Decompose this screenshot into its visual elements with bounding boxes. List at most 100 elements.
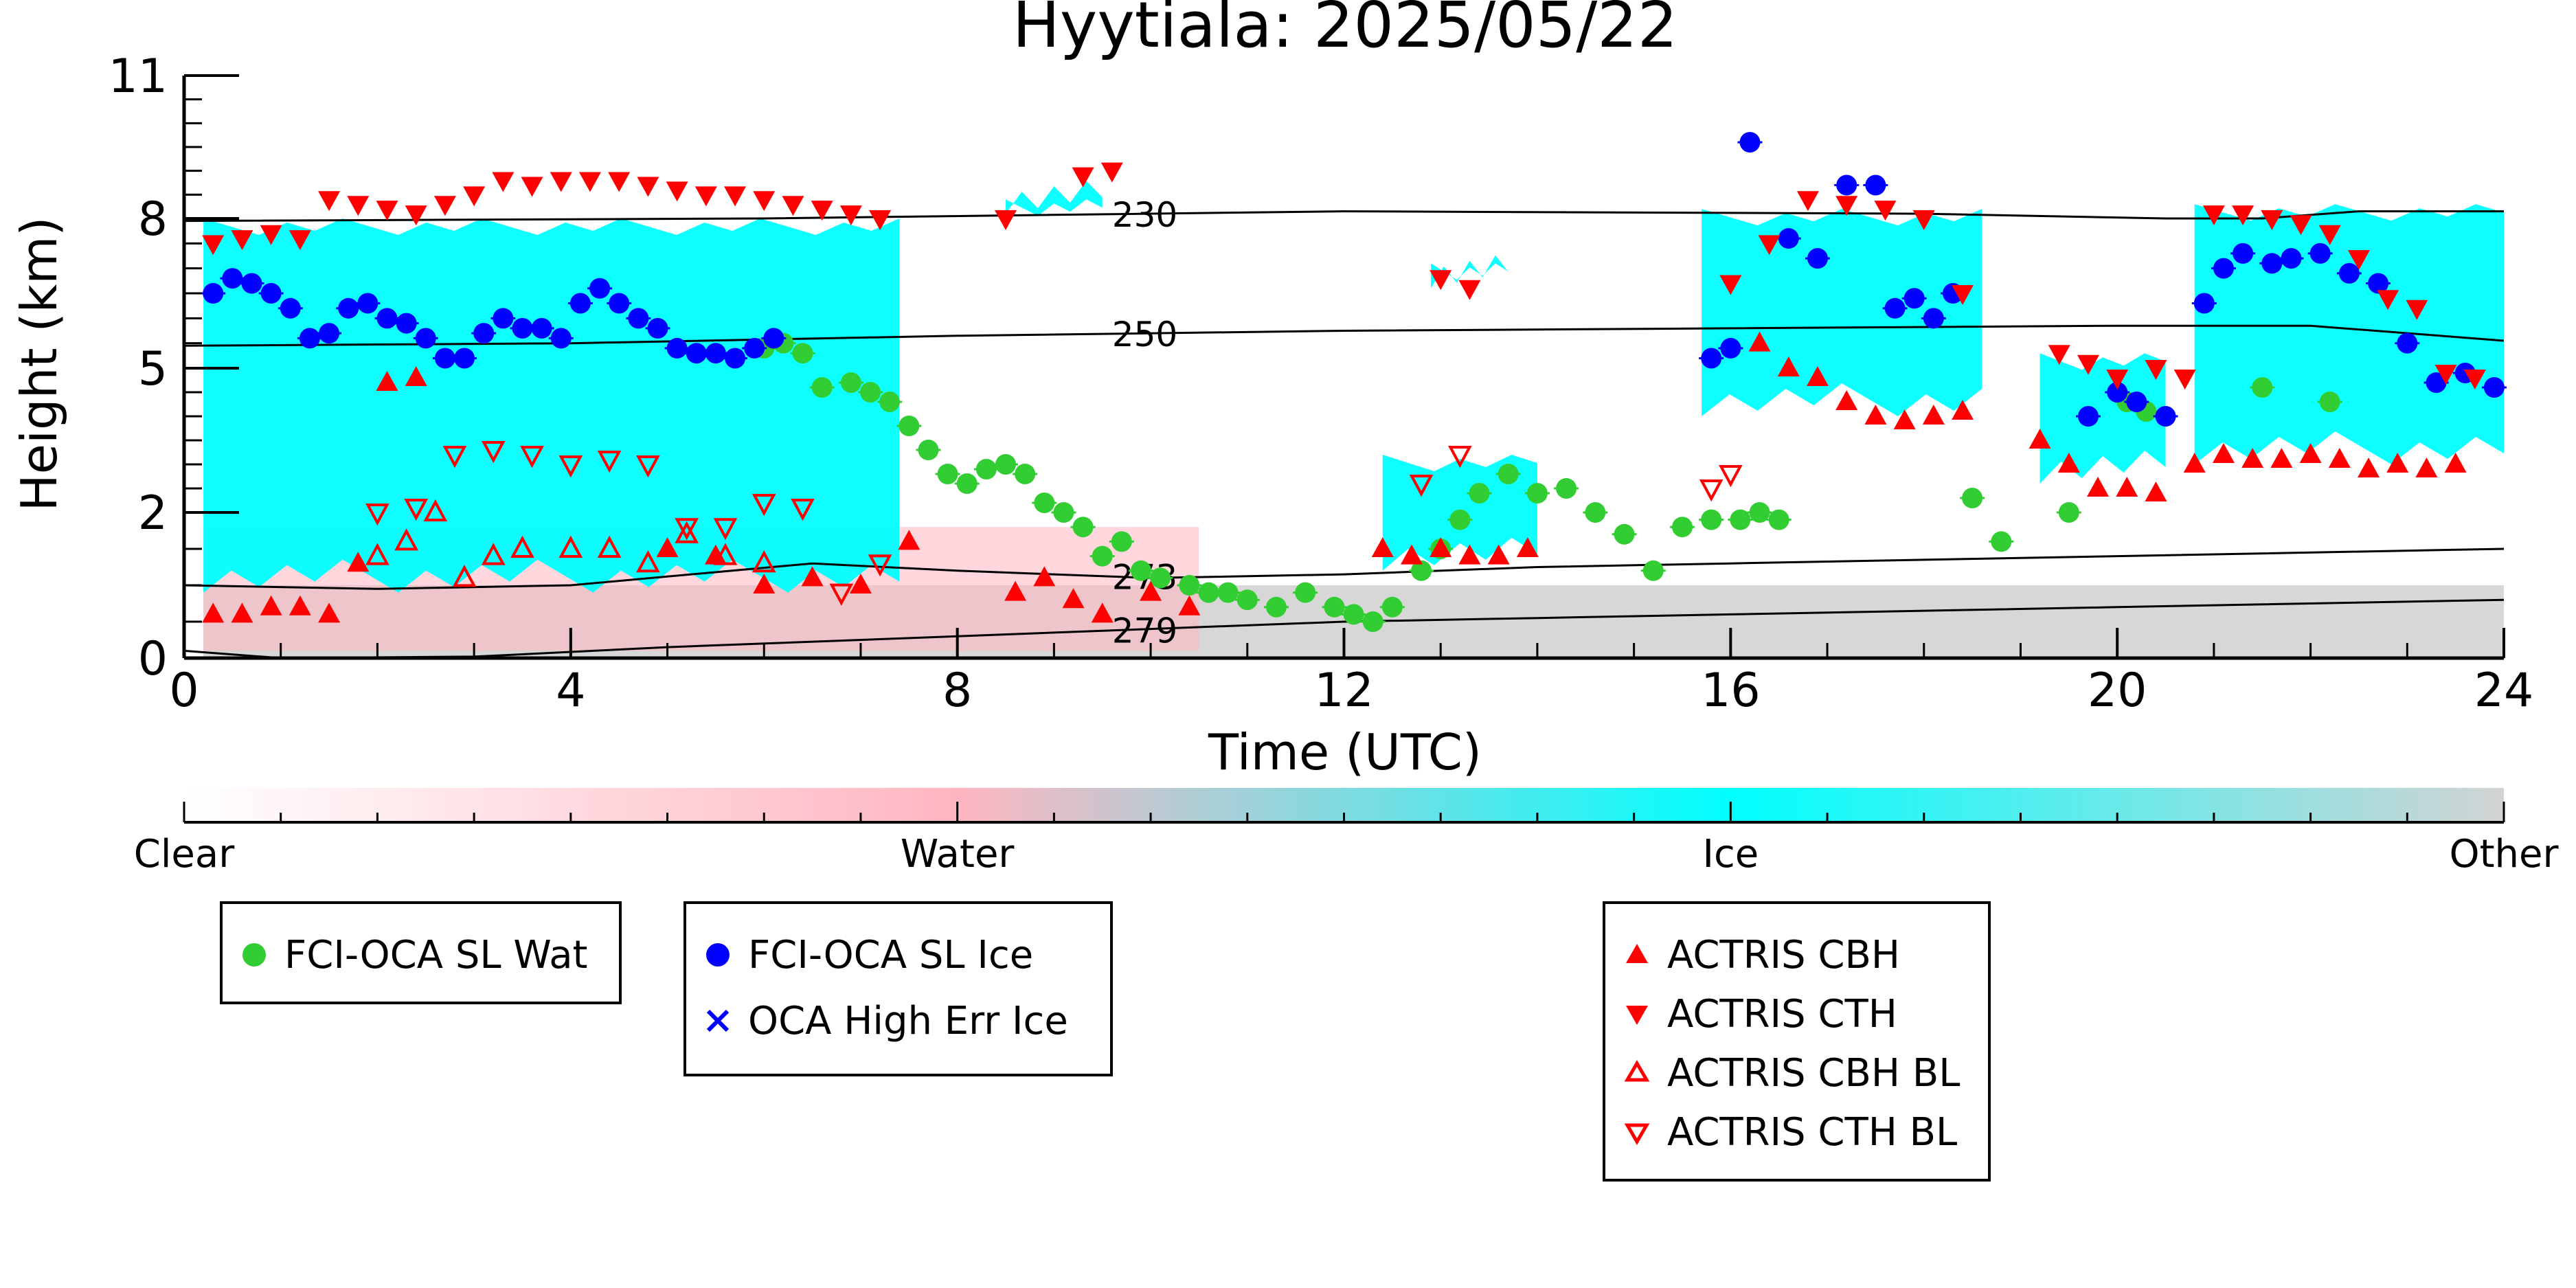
data-point (1449, 509, 1471, 530)
data-point (550, 172, 572, 192)
data-point (1671, 517, 1693, 538)
data-point (1400, 544, 1423, 565)
data-point (869, 210, 892, 230)
data-point (753, 191, 776, 212)
data-point (713, 518, 738, 541)
data-point (1874, 201, 1897, 221)
data-point (452, 565, 477, 587)
isotherm-line (183, 324, 2505, 347)
data-point (995, 454, 1017, 475)
data-point (801, 566, 824, 587)
data-point (510, 535, 534, 558)
data-point (1526, 483, 1548, 504)
data-point (1614, 523, 1635, 545)
data-point (1836, 174, 1857, 196)
data-point (578, 172, 601, 192)
data-point (1217, 582, 1239, 603)
data-point (2241, 448, 2264, 468)
data-point (2173, 370, 2196, 389)
data-point (752, 550, 776, 573)
data-point (558, 455, 583, 478)
data-point (299, 328, 320, 349)
legend-entry-actris-cbh-bl: ACTRIS CBH BL (1605, 1050, 1961, 1096)
data-point (280, 297, 301, 319)
data-point (1923, 308, 1944, 329)
data-point (1033, 566, 1056, 587)
data-point (1865, 174, 1886, 196)
green-circle-icon (242, 943, 266, 967)
data-point (839, 205, 862, 226)
data-point (1053, 502, 1074, 523)
data-point (1991, 531, 2012, 552)
data-point (811, 201, 833, 221)
y-tick-label: 2 (138, 486, 168, 541)
data-point (1430, 537, 1452, 557)
data-point (1835, 390, 1858, 410)
data-point (2483, 377, 2505, 398)
data-point (1720, 337, 1741, 359)
plot-area: 230250273279 (183, 132, 2507, 659)
y-tick-label: 8 (138, 192, 168, 247)
data-point (202, 235, 225, 256)
data-point (376, 371, 398, 391)
data-point (357, 293, 379, 314)
data-point (1150, 567, 1171, 589)
blue-circle-icon (706, 943, 730, 967)
y-axis-label: Height (km) (10, 217, 68, 512)
data-point (1864, 405, 1887, 425)
legend-water: FCI-OCA SL Wat (220, 901, 622, 1004)
data-point (1091, 602, 1114, 623)
data-point (1343, 604, 1364, 625)
legend-label: ACTRIS CTH BL (1667, 1109, 1958, 1155)
legend-entry-fci-oca-sl-ice: FCI-OCA SL Ice (686, 933, 1033, 978)
data-point (829, 583, 854, 606)
legend-label: FCI-OCA SL Wat (284, 932, 588, 978)
chart-title: Hyytiala: 2025/05/22 (1013, 0, 1678, 62)
data-point (481, 543, 506, 565)
x-axis-label: Time (UTC) (1208, 723, 1482, 781)
data-point (2338, 262, 2360, 284)
data-point (675, 518, 699, 541)
data-point (2202, 205, 2225, 226)
data-point (2415, 457, 2438, 477)
data-point (2029, 429, 2051, 449)
legend-entry-fci-oca-sl-wat: FCI-OCA SL Wat (223, 932, 588, 978)
data-point (868, 554, 892, 577)
ice-region (203, 218, 900, 593)
y-tick-label: 0 (138, 632, 168, 686)
data-point (753, 574, 776, 594)
data-point (724, 186, 747, 207)
data-point (1719, 275, 1742, 295)
isotherms: 230250273279 (183, 195, 2505, 659)
data-point (2328, 448, 2351, 468)
data-point (1072, 167, 1094, 188)
ice-region (2194, 204, 2504, 464)
data-point (2048, 345, 2070, 365)
data-point (319, 323, 340, 344)
data-point (1458, 544, 1481, 565)
data-point (493, 308, 514, 329)
data-point (1430, 270, 1452, 291)
x-tick-label: 20 (2088, 664, 2147, 718)
data-point (1469, 483, 1490, 504)
data-point (995, 210, 1017, 230)
data-point (2406, 300, 2428, 320)
data-point (1884, 297, 1906, 319)
data-point (550, 328, 572, 349)
data-point (1556, 478, 1577, 499)
data-point (1903, 288, 1925, 309)
data-point (1730, 509, 1751, 530)
data-point (260, 225, 282, 245)
data-point (260, 595, 282, 615)
data-point (1893, 409, 1916, 429)
data-point (473, 323, 495, 344)
data-point (1015, 464, 1036, 484)
data-point (1739, 132, 1761, 153)
data-point (589, 278, 611, 299)
data-point (423, 499, 448, 521)
data-point (1324, 596, 1345, 618)
x-tick-label: 0 (169, 664, 199, 718)
legend-label: ACTRIS CBH BL (1667, 1050, 1961, 1096)
red-open-triangle-up-icon (1624, 1060, 1650, 1082)
x-tick-label: 4 (556, 664, 585, 718)
